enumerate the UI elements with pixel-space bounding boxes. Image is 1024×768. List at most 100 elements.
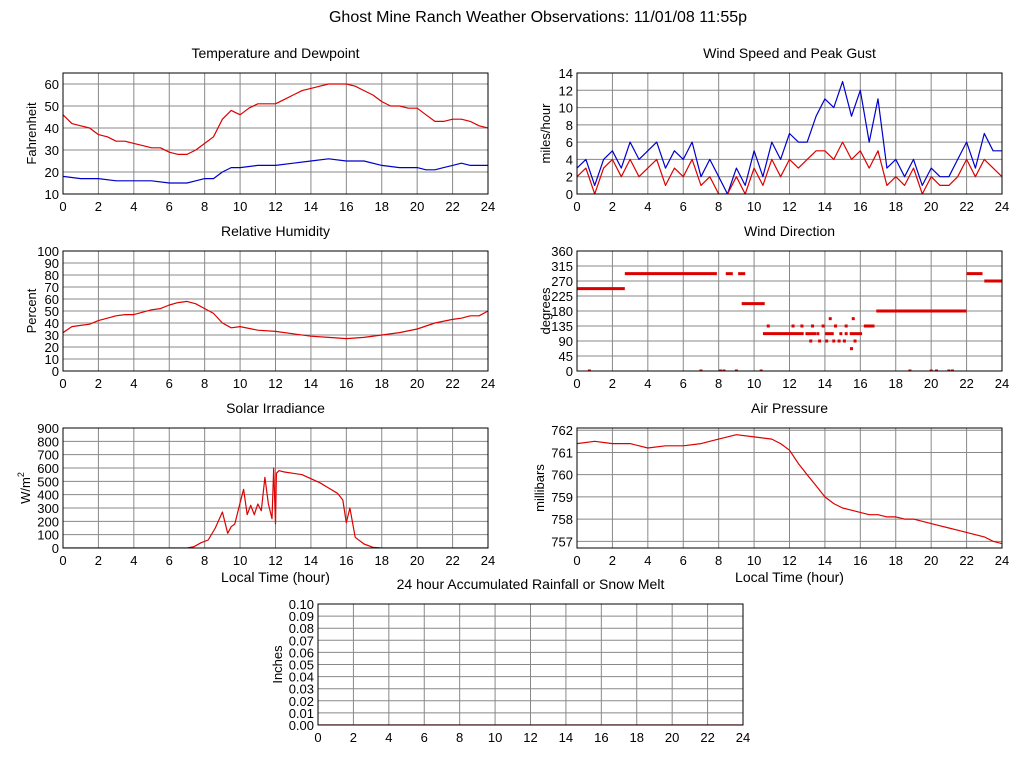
chart-title: Air Pressure bbox=[751, 400, 828, 416]
direction-point bbox=[759, 369, 763, 371]
plot-frame bbox=[62, 427, 489, 549]
y-tick-label: 0.07 bbox=[289, 633, 314, 648]
x-tick-label: 10 bbox=[233, 376, 247, 391]
direction-point bbox=[842, 339, 846, 343]
x-tick-label: 18 bbox=[889, 199, 903, 214]
x-tick-label: 6 bbox=[680, 553, 687, 568]
y-tick-label: 135 bbox=[551, 319, 573, 334]
x-tick-label: 8 bbox=[715, 553, 722, 568]
x-tick-label: 14 bbox=[818, 199, 832, 214]
series-line-peak-gust bbox=[577, 80, 1002, 194]
x-tick-label: 24 bbox=[481, 553, 495, 568]
y-tick-label: 758 bbox=[551, 512, 573, 527]
y-tick-label: 40 bbox=[45, 121, 59, 136]
y-tick-label: 0.04 bbox=[289, 670, 314, 685]
y-tick-label: 90 bbox=[45, 256, 59, 271]
plot-frame bbox=[317, 603, 744, 726]
y-tick-label: 4 bbox=[566, 152, 573, 167]
x-tick-label: 12 bbox=[268, 376, 282, 391]
x-tick-label: 8 bbox=[201, 376, 208, 391]
y-tick-label: 759 bbox=[551, 490, 573, 505]
x-tick-label: 12 bbox=[268, 199, 282, 214]
x-tick-label: 24 bbox=[481, 376, 495, 391]
x-tick-label: 10 bbox=[233, 199, 247, 214]
y-tick-label: 500 bbox=[37, 474, 59, 489]
series-line-air-pressure bbox=[577, 434, 1002, 545]
x-tick-label: 22 bbox=[959, 199, 973, 214]
grid bbox=[317, 603, 744, 726]
x-tick-label: 24 bbox=[995, 376, 1009, 391]
y-tick-label: 0.01 bbox=[289, 706, 314, 721]
y-tick-label: 900 bbox=[37, 421, 59, 436]
y-tick-label: 700 bbox=[37, 448, 59, 463]
x-tick-label: 16 bbox=[853, 376, 867, 391]
x-tick-label: 24 bbox=[995, 553, 1009, 568]
y-axis-label: millibars bbox=[532, 464, 547, 512]
y-tick-label: 2 bbox=[566, 170, 573, 185]
y-tick-label: 800 bbox=[37, 434, 59, 449]
y-tick-label: 0.08 bbox=[289, 621, 314, 636]
plot-area bbox=[63, 467, 488, 548]
chart-title: 24 hour Accumulated Rainfall or Snow Mel… bbox=[397, 576, 665, 592]
direction-point bbox=[851, 317, 855, 321]
x-tick-label: 0 bbox=[573, 553, 580, 568]
y-tick-label: 0 bbox=[52, 364, 59, 379]
x-tick-label: 6 bbox=[166, 553, 173, 568]
chart-title: Solar Irradiance bbox=[226, 400, 325, 416]
x-tick-label: 24 bbox=[995, 199, 1009, 214]
y-tick-label: 90 bbox=[559, 334, 573, 349]
x-tick-label: 6 bbox=[166, 376, 173, 391]
y-axis-label: W/m2 bbox=[16, 472, 33, 504]
y-tick-label: 270 bbox=[551, 274, 573, 289]
grid bbox=[62, 427, 489, 549]
x-tick-label: 20 bbox=[924, 376, 938, 391]
direction-point bbox=[766, 324, 770, 328]
direction-point bbox=[839, 332, 843, 336]
page-title: Ghost Mine Ranch Weather Observations: 1… bbox=[329, 9, 747, 26]
plot-frame bbox=[576, 427, 1003, 549]
y-tick-label: 60 bbox=[45, 77, 59, 92]
series-line-relative-humidity bbox=[63, 300, 488, 340]
x-tick-label: 4 bbox=[644, 553, 651, 568]
x-tick-label: 22 bbox=[959, 376, 973, 391]
x-tick-label: 12 bbox=[268, 553, 282, 568]
x-tick-label: 2 bbox=[95, 553, 102, 568]
y-axis-label-sup: 2 bbox=[16, 472, 26, 477]
x-tick-label: 18 bbox=[889, 553, 903, 568]
direction-point bbox=[791, 324, 795, 328]
x-tick-label: 20 bbox=[410, 376, 424, 391]
y-tick-label: 400 bbox=[37, 488, 59, 503]
plot-area bbox=[63, 83, 488, 184]
tick-labels: 0 2 4 6 8 10 12 14 16 18 20 22 240102030405060708090… bbox=[37, 244, 495, 391]
plot-frame bbox=[62, 72, 489, 195]
x-tick-label: 4 bbox=[130, 553, 137, 568]
direction-point bbox=[699, 369, 703, 371]
series-line-dewpoint bbox=[63, 158, 488, 184]
y-tick-label: 762 bbox=[551, 423, 573, 438]
x-tick-label: 22 bbox=[959, 553, 973, 568]
y-tick-label: 761 bbox=[551, 445, 573, 460]
y-tick-label: 180 bbox=[551, 304, 573, 319]
y-axis-label: Fahrenheit bbox=[24, 102, 39, 165]
x-tick-label: 22 bbox=[445, 553, 459, 568]
x-tick-label: 18 bbox=[375, 376, 389, 391]
x-tick-label: 2 bbox=[95, 199, 102, 214]
direction-point bbox=[837, 339, 841, 343]
x-tick-label: 2 bbox=[350, 730, 357, 745]
x-tick-label: 10 bbox=[747, 376, 761, 391]
y-tick-label: 0.00 bbox=[289, 718, 314, 733]
y-tick-label: 10 bbox=[559, 101, 573, 116]
x-tick-label: 20 bbox=[924, 553, 938, 568]
x-tick-label: 14 bbox=[304, 199, 318, 214]
plot-frame bbox=[576, 250, 1003, 372]
direction-point bbox=[821, 324, 825, 328]
x-tick-label: 12 bbox=[523, 730, 537, 745]
chart-title: Temperature and Dewpoint bbox=[191, 45, 359, 61]
y-tick-label: 225 bbox=[551, 289, 573, 304]
y-tick-label: 20 bbox=[45, 340, 59, 355]
x-tick-label: 18 bbox=[375, 553, 389, 568]
y-tick-label: 600 bbox=[37, 461, 59, 476]
